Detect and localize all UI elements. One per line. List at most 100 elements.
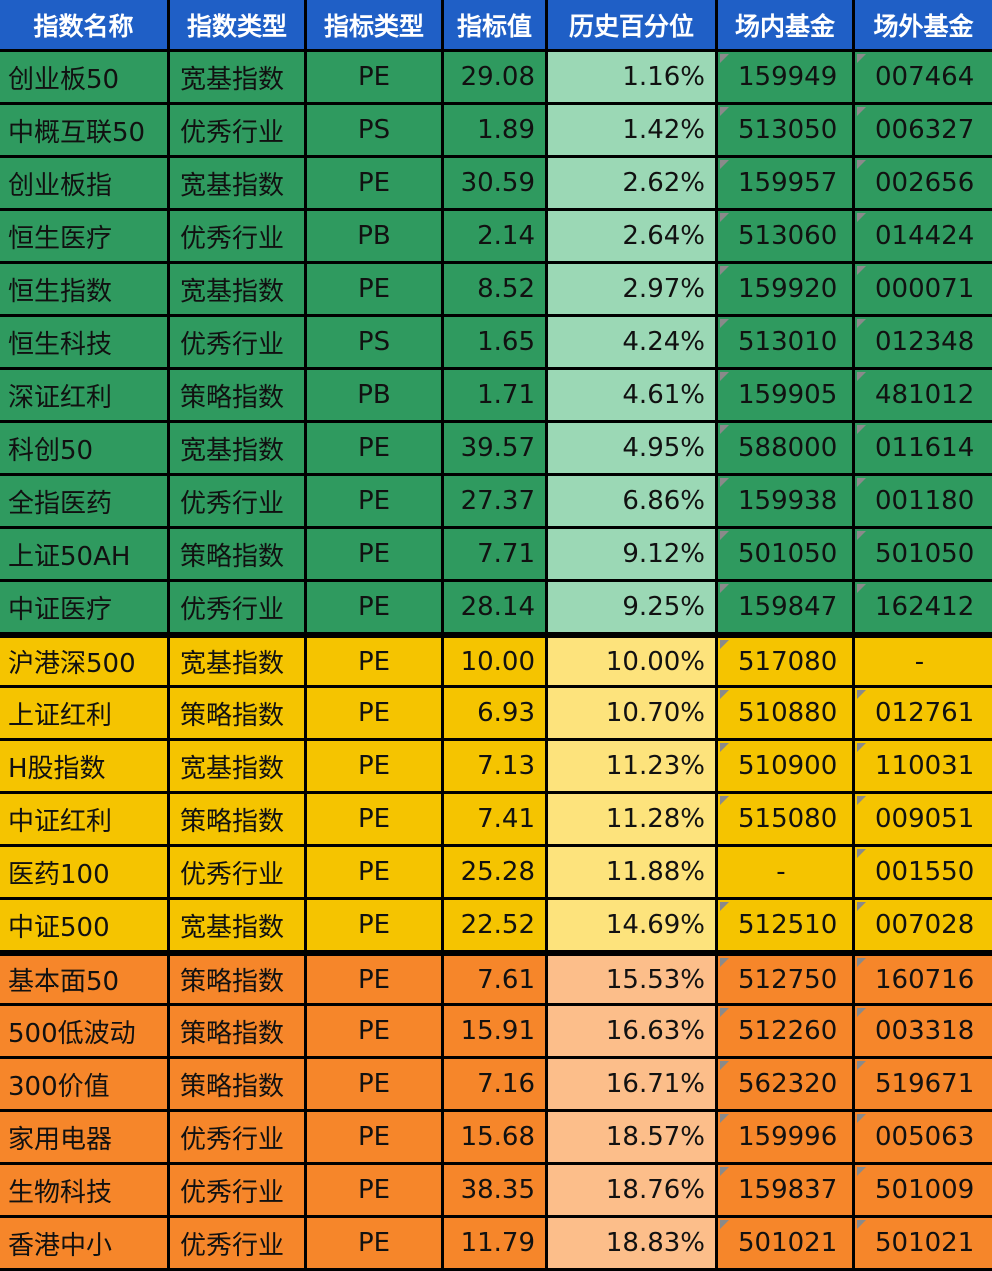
- cell-exchange-fund: -: [718, 847, 855, 900]
- cell-metric-value: 1.65: [444, 317, 548, 370]
- cell-index-name: 恒生指数: [0, 264, 170, 317]
- table-row: 基本面50 策略指数 PE 7.61 15.53% 512750 160716: [0, 953, 992, 1006]
- cell-otc-fund: 014424: [855, 211, 992, 264]
- table-row: 深证红利 策略指数 PB 1.71 4.61% 159905 481012: [0, 370, 992, 423]
- cell-metric-type: PE: [307, 476, 444, 529]
- table-row: 创业板50 宽基指数 PE 29.08 1.16% 159949 007464: [0, 52, 992, 105]
- cell-metric-value: 22.52: [444, 900, 548, 953]
- cell-index-name: 中概互联50: [0, 105, 170, 158]
- cell-index-type: 优秀行业: [170, 476, 307, 529]
- cell-metric-value: 15.91: [444, 1006, 548, 1059]
- cell-index-type: 优秀行业: [170, 582, 307, 635]
- cell-index-type: 优秀行业: [170, 105, 307, 158]
- cell-otc-fund: 519671: [855, 1059, 992, 1112]
- cell-history-percentile: 18.83%: [548, 1218, 718, 1271]
- cell-otc-fund: 501009: [855, 1165, 992, 1218]
- table-row: H股指数 宽基指数 PE 7.13 11.23% 510900 110031: [0, 741, 992, 794]
- cell-metric-value: 1.71: [444, 370, 548, 423]
- cell-index-type: 宽基指数: [170, 900, 307, 953]
- cell-metric-type: PE: [307, 529, 444, 582]
- cell-index-type: 宽基指数: [170, 423, 307, 476]
- cell-index-type: 宽基指数: [170, 264, 307, 317]
- cell-exchange-fund: 513010: [718, 317, 855, 370]
- cell-index-name: 300价值: [0, 1059, 170, 1112]
- cell-metric-type: PB: [307, 370, 444, 423]
- table-row: 中证500 宽基指数 PE 22.52 14.69% 512510 007028: [0, 900, 992, 953]
- cell-metric-value: 7.61: [444, 953, 548, 1006]
- table-row: 300价值 策略指数 PE 7.16 16.71% 562320 519671: [0, 1059, 992, 1112]
- cell-index-name: 中证医疗: [0, 582, 170, 635]
- table-row: 创业板指 宽基指数 PE 30.59 2.62% 159957 002656: [0, 158, 992, 211]
- table-row: 上证50AH 策略指数 PE 7.71 9.12% 501050 501050: [0, 529, 992, 582]
- cell-otc-fund: 162412: [855, 582, 992, 635]
- cell-otc-fund: 481012: [855, 370, 992, 423]
- cell-index-name: 恒生科技: [0, 317, 170, 370]
- cell-metric-value: 7.16: [444, 1059, 548, 1112]
- cell-index-type: 优秀行业: [170, 1165, 307, 1218]
- cell-index-type: 宽基指数: [170, 158, 307, 211]
- cell-index-name: 上证红利: [0, 688, 170, 741]
- cell-metric-type: PE: [307, 635, 444, 688]
- cell-metric-type: PE: [307, 741, 444, 794]
- cell-index-type: 策略指数: [170, 1059, 307, 1112]
- cell-index-type: 策略指数: [170, 529, 307, 582]
- cell-history-percentile: 11.23%: [548, 741, 718, 794]
- cell-otc-fund: 000071: [855, 264, 992, 317]
- table-row: 恒生科技 优秀行业 PS 1.65 4.24% 513010 012348: [0, 317, 992, 370]
- cell-otc-fund: 005063: [855, 1112, 992, 1165]
- table-row: 沪港深500 宽基指数 PE 10.00 10.00% 517080-: [0, 635, 992, 688]
- cell-otc-fund: 001180: [855, 476, 992, 529]
- cell-metric-type: PE: [307, 1165, 444, 1218]
- cell-index-name: 医药100: [0, 847, 170, 900]
- cell-index-type: 优秀行业: [170, 1112, 307, 1165]
- cell-metric-value: 29.08: [444, 52, 548, 105]
- cell-index-name: 全指医药: [0, 476, 170, 529]
- cell-otc-fund: 009051: [855, 794, 992, 847]
- cell-metric-value: 2.14: [444, 211, 548, 264]
- cell-metric-type: PE: [307, 1218, 444, 1271]
- cell-index-type: 策略指数: [170, 688, 307, 741]
- cell-otc-fund: 007028: [855, 900, 992, 953]
- cell-index-name: 上证50AH: [0, 529, 170, 582]
- table-row: 中概互联50 优秀行业 PS 1.89 1.42% 513050 006327: [0, 105, 992, 158]
- cell-index-name: 中证500: [0, 900, 170, 953]
- cell-otc-fund: 012761: [855, 688, 992, 741]
- table-row: 生物科技 优秀行业 PE 38.35 18.76% 159837 501009: [0, 1165, 992, 1218]
- cell-exchange-fund: 512510: [718, 900, 855, 953]
- cell-history-percentile: 11.28%: [548, 794, 718, 847]
- cell-metric-value: 39.57: [444, 423, 548, 476]
- cell-metric-value: 6.93: [444, 688, 548, 741]
- cell-metric-type: PE: [307, 582, 444, 635]
- cell-metric-value: 10.00: [444, 635, 548, 688]
- table-row: 500低波动 策略指数 PE 15.91 16.63% 512260 003318: [0, 1006, 992, 1059]
- cell-index-type: 策略指数: [170, 794, 307, 847]
- cell-history-percentile: 1.16%: [548, 52, 718, 105]
- cell-index-name: 创业板50: [0, 52, 170, 105]
- cell-history-percentile: 14.69%: [548, 900, 718, 953]
- cell-index-name: H股指数: [0, 741, 170, 794]
- cell-index-type: 策略指数: [170, 953, 307, 1006]
- header-history-percentile: 历史百分位: [548, 0, 718, 52]
- table-row: 中证医疗 优秀行业 PE 28.14 9.25% 159847 162412: [0, 582, 992, 635]
- cell-history-percentile: 11.88%: [548, 847, 718, 900]
- cell-exchange-fund: 512750: [718, 953, 855, 1006]
- header-row: 指数名称 指数类型 指标类型 指标值 历史百分位 场内基金 场外基金: [0, 0, 992, 52]
- cell-index-name: 500低波动: [0, 1006, 170, 1059]
- cell-history-percentile: 1.42%: [548, 105, 718, 158]
- cell-metric-type: PE: [307, 264, 444, 317]
- table-row: 家用电器 优秀行业 PE 15.68 18.57% 159996 005063: [0, 1112, 992, 1165]
- cell-exchange-fund: 515080: [718, 794, 855, 847]
- cell-history-percentile: 9.25%: [548, 582, 718, 635]
- cell-index-name: 中证红利: [0, 794, 170, 847]
- cell-exchange-fund: 159920: [718, 264, 855, 317]
- cell-metric-value: 28.14: [444, 582, 548, 635]
- cell-exchange-fund: 562320: [718, 1059, 855, 1112]
- cell-history-percentile: 18.76%: [548, 1165, 718, 1218]
- cell-otc-fund: 003318: [855, 1006, 992, 1059]
- cell-metric-type: PE: [307, 423, 444, 476]
- cell-index-name: 创业板指: [0, 158, 170, 211]
- header-otc-fund: 场外基金: [855, 0, 992, 52]
- cell-history-percentile: 16.63%: [548, 1006, 718, 1059]
